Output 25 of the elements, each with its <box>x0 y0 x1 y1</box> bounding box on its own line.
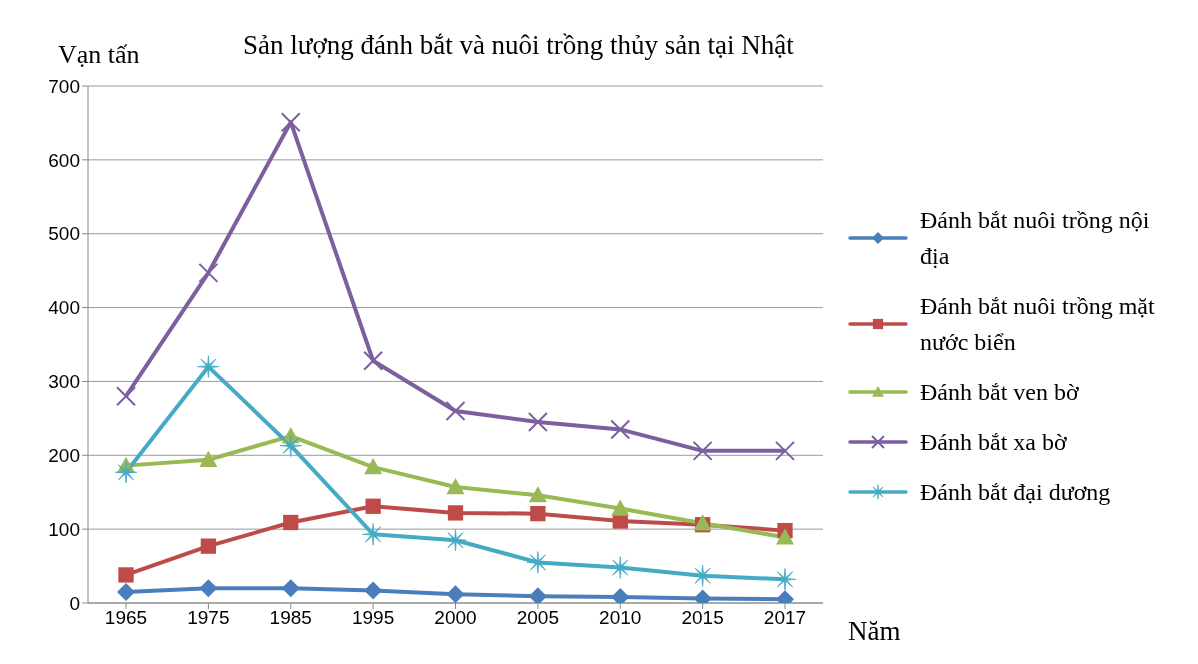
y-tick-label: 500 <box>48 223 80 245</box>
chart-title: Sản lượng đánh bắt và nuôi trồng thủy sản tại Nhật <box>243 30 794 61</box>
y-tick-label: 700 <box>48 75 80 97</box>
x-tick-label: 1965 <box>104 607 148 629</box>
legend-label: Đánh bắt nuôi trồng mặt nước biển <box>920 292 1156 357</box>
y-tick-label: 400 <box>48 297 80 319</box>
x-tick-label: 1985 <box>269 607 312 629</box>
y-tick-label: 100 <box>48 518 80 540</box>
x-tick-label: 2015 <box>681 607 724 629</box>
x-tick-label: 1975 <box>187 607 230 629</box>
y-axis-title: Vạn tấn <box>58 40 140 70</box>
legend-label: Đánh bắt ven bờ <box>920 378 1079 407</box>
x-tick-label: 2010 <box>599 607 642 629</box>
legend-label: Đánh bắt xa bờ <box>920 428 1067 457</box>
legend-label: Đánh bắt nuôi trồng nội địa <box>920 206 1151 271</box>
x-tick-label: 2000 <box>434 607 477 629</box>
x-axis-title: Năm <box>848 616 901 647</box>
y-tick-label: 300 <box>48 371 80 393</box>
x-tick-label: 1995 <box>351 607 395 629</box>
y-tick-label: 200 <box>48 445 80 467</box>
x-tick-label: 2005 <box>516 607 560 629</box>
legend-label: Đánh bắt đại dương <box>920 478 1111 507</box>
x-tick-label: 2017 <box>763 607 807 629</box>
y-tick-label: 600 <box>48 149 80 171</box>
y-tick-label: 0 <box>69 592 80 614</box>
